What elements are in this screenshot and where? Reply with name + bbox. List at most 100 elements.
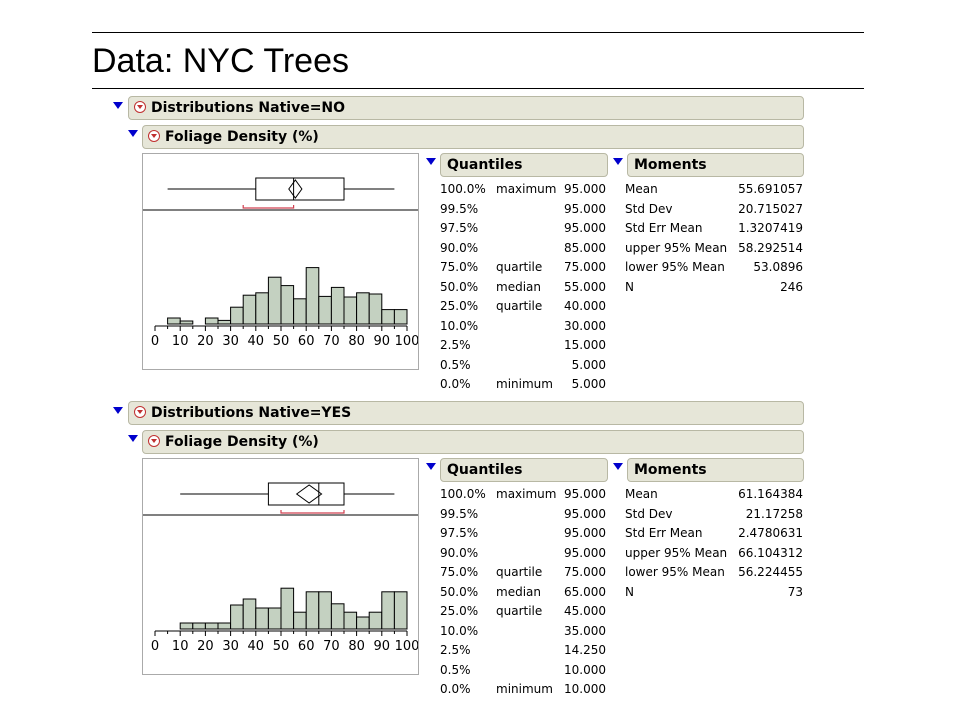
histogram-bar bbox=[204, 622, 219, 630]
red-triangle-menu-icon[interactable] bbox=[148, 435, 160, 447]
x-tick-label: 70 bbox=[323, 334, 340, 349]
moments-header[interactable]: Moments bbox=[627, 458, 804, 482]
histogram-bar bbox=[305, 591, 320, 630]
x-tick-label: 20 bbox=[197, 334, 214, 349]
quantile-percent: 10.0% bbox=[440, 318, 479, 333]
moment-label: upper 95% Mean bbox=[625, 545, 728, 560]
x-tick-label: 0 bbox=[151, 334, 159, 349]
x-tick-label: 100 bbox=[395, 639, 418, 654]
x-tick-label: 10 bbox=[172, 639, 189, 654]
mean-diamond bbox=[295, 484, 323, 504]
x-tick-label: 30 bbox=[222, 334, 239, 349]
histogram-bar bbox=[368, 611, 383, 630]
histogram-bar bbox=[267, 607, 282, 630]
histogram-bar bbox=[318, 591, 332, 630]
moment-label: lower 95% Mean bbox=[625, 565, 725, 579]
quantile-percent: 50.0% bbox=[440, 279, 479, 294]
histogram-bar bbox=[179, 320, 194, 325]
histogram-bar bbox=[293, 298, 307, 325]
quantile-value: 65.000 bbox=[564, 584, 606, 599]
distribution-panel: Distributions Native=NO Foliage Density (… bbox=[0, 94, 960, 399]
red-triangle-menu-icon[interactable] bbox=[134, 406, 146, 418]
quantile-label: quartile bbox=[496, 565, 543, 579]
quantiles-header[interactable]: Quantiles bbox=[440, 153, 608, 177]
mean-diamond bbox=[288, 179, 303, 199]
quantile-label: minimum bbox=[496, 682, 553, 696]
disclosure-triangle-icon[interactable] bbox=[113, 407, 123, 414]
red-triangle-menu-icon[interactable] bbox=[134, 101, 146, 113]
moment-value: 58.292514 bbox=[738, 240, 803, 255]
moments-header[interactable]: Moments bbox=[627, 153, 804, 177]
moment-label: lower 95% Mean bbox=[625, 260, 725, 274]
distribution-plot: 0 10 20 30 40 50 60 70 80 90 100 bbox=[142, 458, 421, 675]
moment-value: 246 bbox=[780, 279, 803, 294]
variable-label: Foliage Density (%) bbox=[165, 129, 319, 145]
quantiles-title: Quantiles bbox=[447, 462, 523, 478]
quantile-label: median bbox=[496, 279, 541, 294]
histogram-bar bbox=[393, 309, 408, 325]
red-triangle-menu-icon[interactable] bbox=[148, 130, 160, 142]
disclosure-triangle-icon[interactable] bbox=[426, 463, 436, 470]
x-tick-label: 90 bbox=[374, 639, 391, 654]
histogram-bar bbox=[217, 622, 232, 630]
x-tick-label: 50 bbox=[273, 639, 290, 654]
moment-value: 21.17258 bbox=[745, 506, 803, 521]
quantile-value: 35.000 bbox=[564, 623, 606, 638]
disclosure-triangle-icon[interactable] bbox=[426, 158, 436, 165]
quantile-percent: 97.5% bbox=[440, 221, 479, 235]
quantile-percent: 0.0% bbox=[440, 377, 471, 391]
quantile-value: 75.000 bbox=[564, 260, 606, 274]
quantile-percent: 99.5% bbox=[440, 506, 479, 521]
histogram-bar bbox=[242, 294, 257, 325]
quantile-percent: 2.5% bbox=[440, 643, 471, 657]
quantiles-title: Quantiles bbox=[447, 157, 523, 173]
x-tick-label: 80 bbox=[348, 639, 365, 654]
quantiles-header[interactable]: Quantiles bbox=[440, 458, 608, 482]
histogram-bar bbox=[343, 296, 358, 325]
quantile-value: 95.000 bbox=[564, 545, 606, 560]
quantile-label: maximum bbox=[496, 487, 557, 501]
histogram-bar bbox=[343, 611, 358, 630]
x-tick-label: 20 bbox=[197, 639, 214, 654]
histogram-bar bbox=[280, 587, 295, 630]
x-tick-label: 0 bbox=[151, 639, 159, 654]
distribution-header-label: Distributions Native=YES bbox=[151, 405, 352, 421]
moment-label: N bbox=[625, 279, 634, 294]
quantile-percent: 100.0% bbox=[440, 487, 486, 501]
moments-title: Moments bbox=[634, 157, 707, 173]
moment-value: 73 bbox=[787, 584, 803, 599]
quantile-percent: 25.0% bbox=[440, 604, 479, 618]
histogram-bar bbox=[280, 285, 295, 325]
distribution-header[interactable]: Distributions Native=NO bbox=[128, 96, 804, 120]
moment-label: Std Dev bbox=[625, 201, 673, 216]
histogram-bar bbox=[381, 309, 395, 325]
title-rule bbox=[92, 88, 864, 89]
variable-header[interactable]: Foliage Density (%) bbox=[142, 125, 804, 149]
disclosure-triangle-icon[interactable] bbox=[613, 158, 623, 165]
disclosure-triangle-icon[interactable] bbox=[613, 463, 623, 470]
quantile-value: 95.000 bbox=[564, 487, 606, 501]
moment-value: 1.3207419 bbox=[738, 221, 803, 235]
histogram-bar bbox=[230, 306, 244, 325]
quantile-value: 15.000 bbox=[564, 338, 606, 352]
disclosure-triangle-icon[interactable] bbox=[128, 435, 138, 442]
quantile-value: 40.000 bbox=[564, 299, 606, 313]
quantile-label: quartile bbox=[496, 604, 543, 618]
x-tick-label: 80 bbox=[348, 334, 365, 349]
quantile-percent: 0.5% bbox=[440, 662, 471, 677]
quantile-percent: 90.0% bbox=[440, 545, 479, 560]
histogram-bar bbox=[230, 604, 244, 630]
histogram-bar bbox=[192, 622, 206, 630]
x-tick-label: 100 bbox=[395, 334, 418, 349]
disclosure-triangle-icon[interactable] bbox=[113, 102, 123, 109]
quantile-percent: 90.0% bbox=[440, 240, 479, 255]
quantile-value: 55.000 bbox=[564, 279, 606, 294]
variable-header[interactable]: Foliage Density (%) bbox=[142, 430, 804, 454]
histogram-bar bbox=[330, 286, 345, 325]
moment-value: 53.0896 bbox=[753, 260, 803, 274]
quantile-percent: 75.0% bbox=[440, 565, 479, 579]
moment-value: 56.224455 bbox=[738, 565, 803, 579]
disclosure-triangle-icon[interactable] bbox=[128, 130, 138, 137]
quantile-value: 45.000 bbox=[564, 604, 606, 618]
distribution-header[interactable]: Distributions Native=YES bbox=[128, 401, 804, 425]
